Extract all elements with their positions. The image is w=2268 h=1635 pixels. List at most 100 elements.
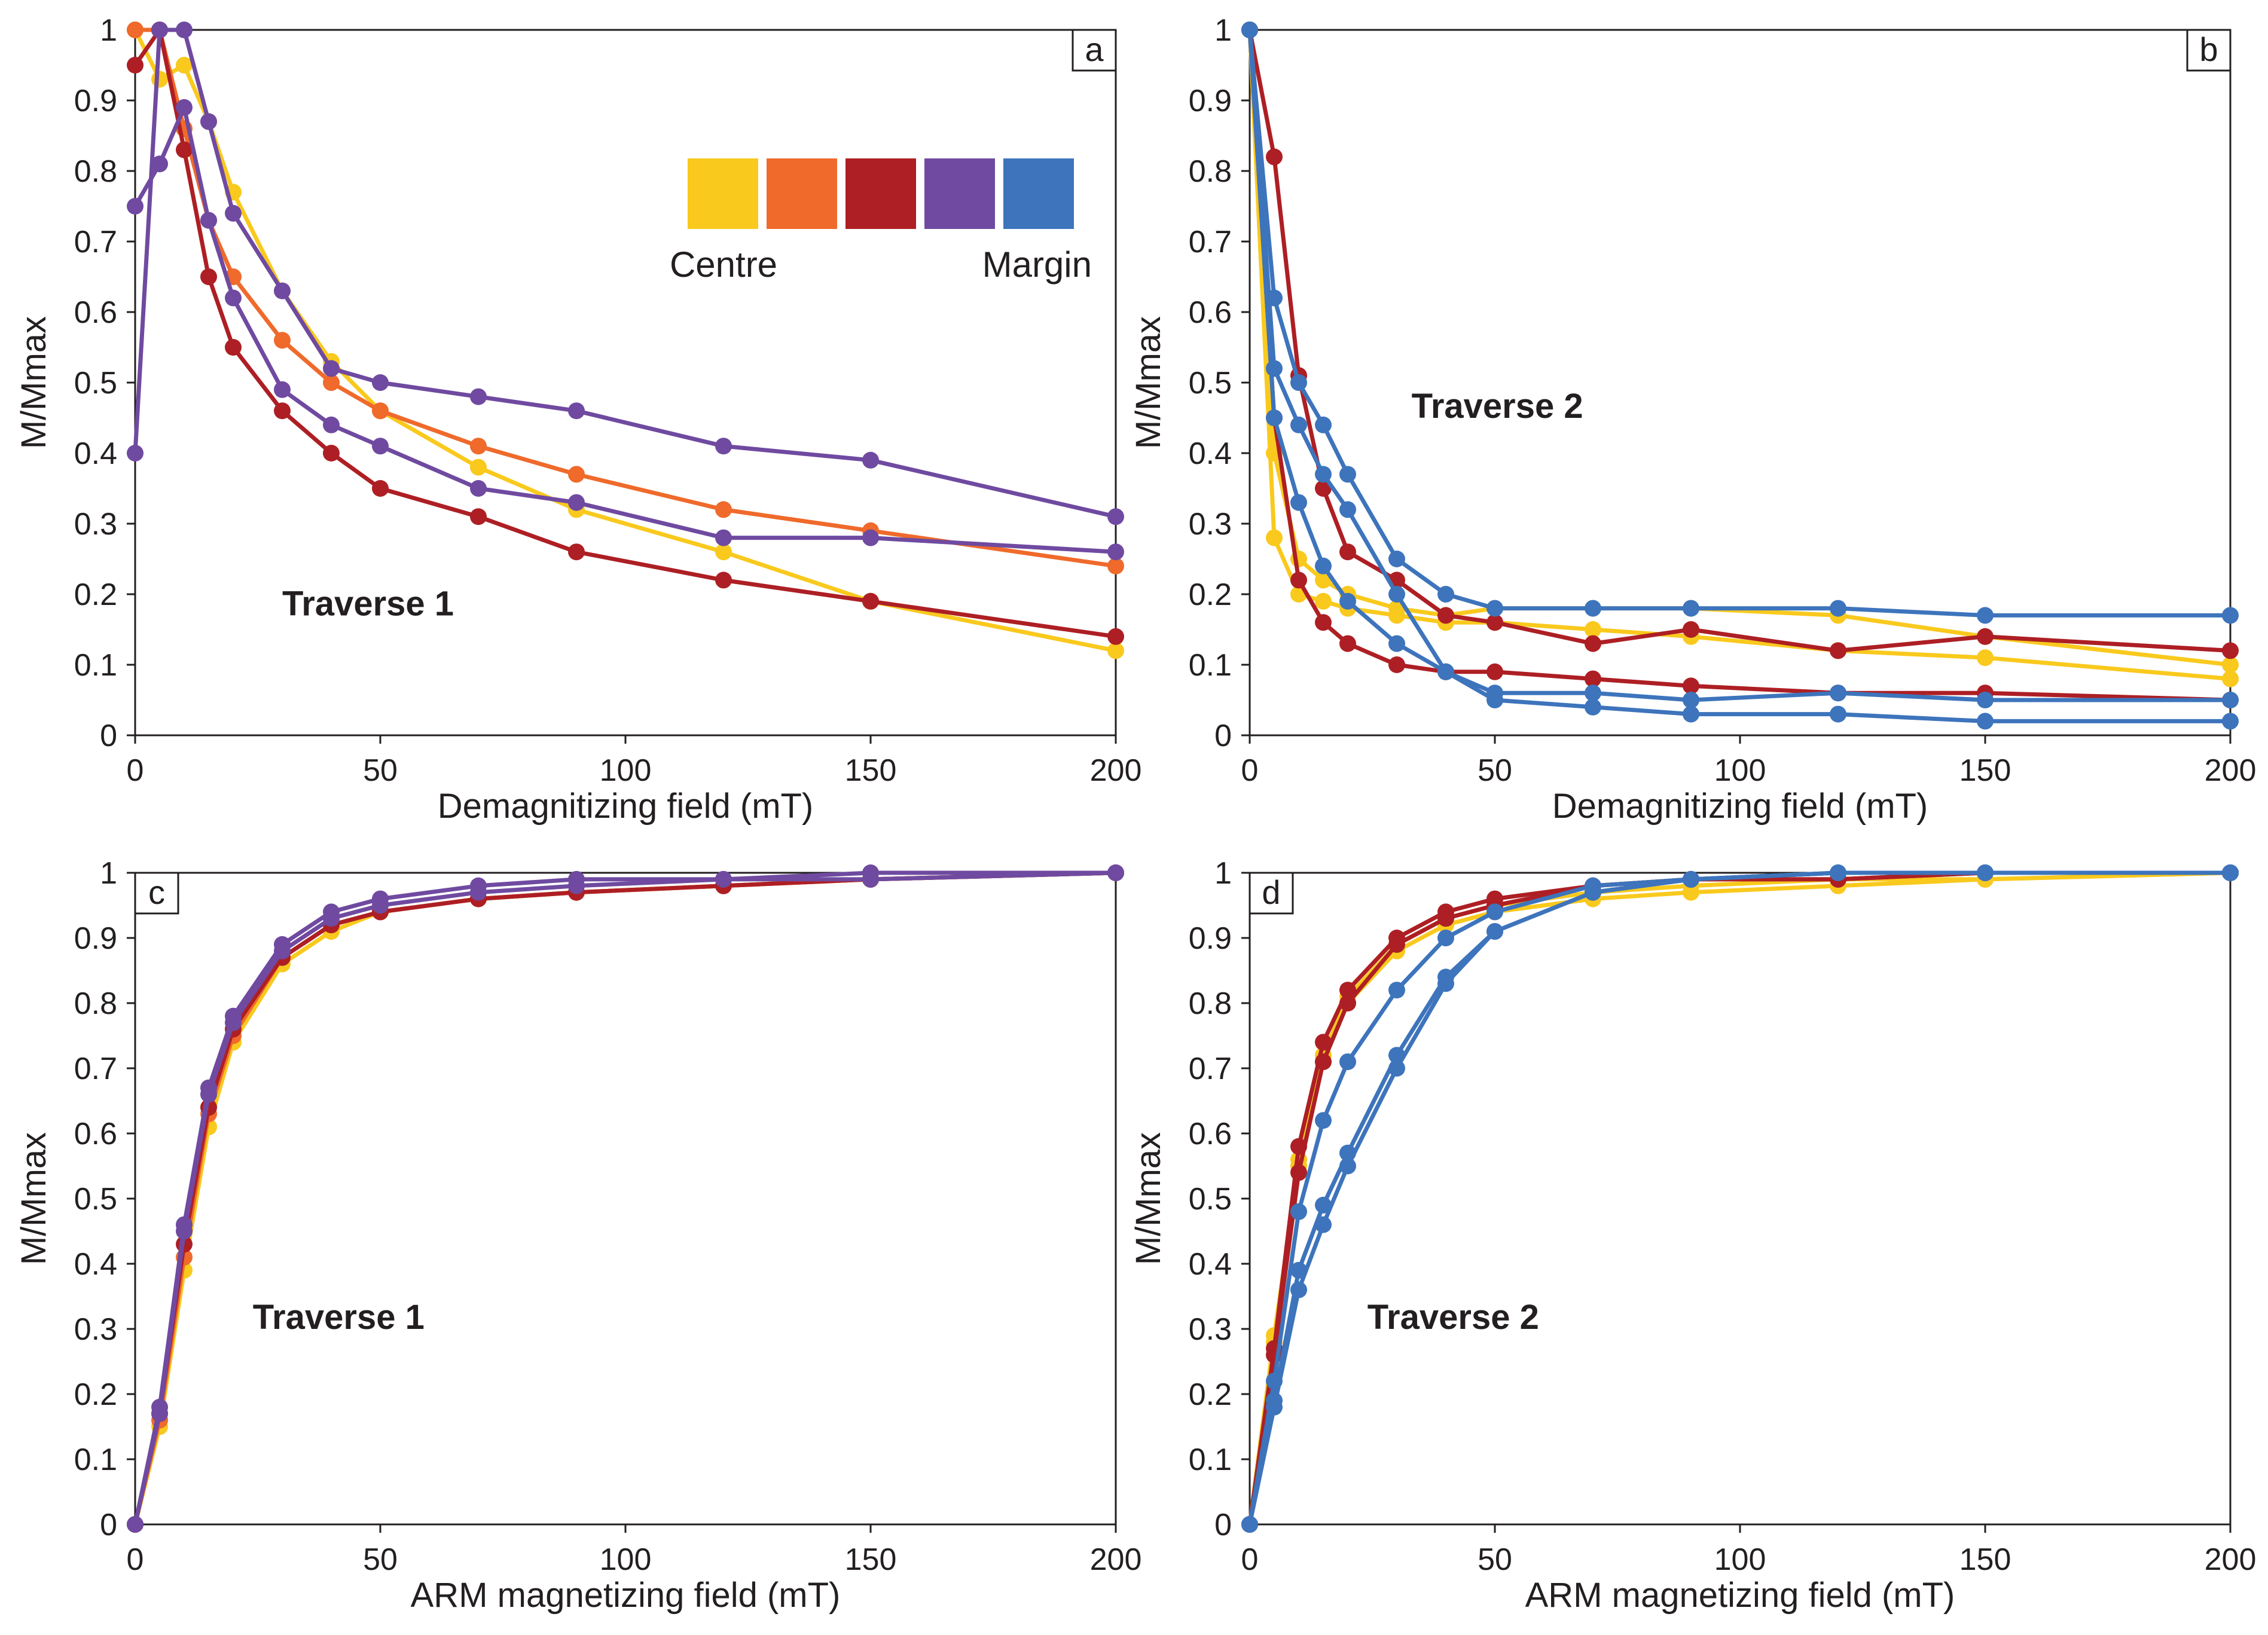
data-point xyxy=(470,459,487,476)
y-tick-label: 0 xyxy=(1214,719,1232,753)
y-tick-label: 0.8 xyxy=(1189,154,1232,189)
data-point xyxy=(1388,586,1405,603)
data-point xyxy=(372,480,389,497)
data-point xyxy=(1437,930,1454,946)
panel-letter: c xyxy=(148,873,165,911)
panel-letter: a xyxy=(1085,30,1104,68)
data-point xyxy=(176,1223,193,1240)
data-point xyxy=(1977,864,1994,881)
x-tick-label: 200 xyxy=(1090,1542,1142,1577)
traverse-annotation: Traverse 2 xyxy=(1367,1298,1539,1337)
data-point xyxy=(200,212,217,229)
legend-swatch-yellow xyxy=(688,158,758,229)
y-tick-label: 0.6 xyxy=(1189,295,1232,330)
data-point xyxy=(1315,592,1332,610)
x-tick-label: 150 xyxy=(1959,1542,2011,1577)
data-point xyxy=(1266,529,1283,546)
data-point xyxy=(2222,692,2239,708)
data-point xyxy=(323,374,340,391)
data-point xyxy=(1585,684,1601,702)
data-point xyxy=(1437,586,1454,603)
data-point xyxy=(1107,543,1124,561)
x-tick-label: 0 xyxy=(1241,1542,1259,1577)
y-tick-label: 0.7 xyxy=(74,225,117,259)
data-point xyxy=(1977,649,1994,667)
data-point xyxy=(2222,713,2239,730)
y-tick-label: 0.4 xyxy=(74,436,117,471)
data-point xyxy=(1107,508,1124,525)
data-point xyxy=(1683,621,1699,638)
y-axis-label: M/Mmax xyxy=(1129,1132,1168,1265)
data-point xyxy=(323,416,340,433)
data-point xyxy=(568,466,585,483)
x-axis-label: ARM magnetizing field (mT) xyxy=(411,1576,841,1615)
data-point xyxy=(1437,663,1454,680)
data-point xyxy=(1437,975,1454,992)
data-point xyxy=(274,942,291,959)
x-tick-label: 0 xyxy=(1241,753,1259,788)
x-tick-label: 200 xyxy=(1090,753,1142,788)
data-point xyxy=(1388,936,1405,953)
x-tick-label: 150 xyxy=(845,753,897,788)
x-tick-label: 100 xyxy=(1714,1542,1766,1577)
data-point xyxy=(862,451,879,469)
data-point xyxy=(1977,713,1994,730)
data-point xyxy=(1339,995,1356,1011)
data-point xyxy=(1486,663,1503,680)
panel-b: 0 0.1 0.2 0.3 0.4 0.5 0.6 0.7 0.8 0.9 1 0 50 100 150 20… xyxy=(1129,13,2256,826)
x-axis-label: ARM magnetizing field (mT) xyxy=(1525,1576,1955,1615)
data-point xyxy=(176,99,193,116)
data-point xyxy=(1977,607,1994,624)
panel-letter-box xyxy=(2186,29,2232,72)
data-point xyxy=(1683,600,1699,617)
series-orange-1 xyxy=(127,22,1124,574)
data-point xyxy=(1107,642,1124,659)
data-point xyxy=(225,289,242,307)
data-point xyxy=(715,529,732,546)
y-tick-label: 1 xyxy=(1214,13,1232,48)
panel-letter-box xyxy=(1249,872,1294,915)
legend-swatch-purple xyxy=(924,158,995,229)
data-point xyxy=(715,572,732,589)
data-point xyxy=(1585,884,1601,901)
data-point xyxy=(470,508,487,525)
data-point xyxy=(1585,670,1601,687)
panel-letter: d xyxy=(1262,873,1280,911)
data-point xyxy=(862,870,879,888)
data-point xyxy=(568,543,585,561)
y-tick-label: 0.9 xyxy=(74,84,117,118)
legend-swatch-darkred xyxy=(845,158,916,229)
y-tick-label: 0.7 xyxy=(1189,1052,1232,1086)
data-point xyxy=(1339,501,1356,518)
data-point xyxy=(1486,692,1503,708)
x-tick-label: 100 xyxy=(600,753,652,788)
series-darkred-1 xyxy=(127,22,1124,645)
y-tick-label: 0.8 xyxy=(1189,986,1232,1021)
data-point xyxy=(470,438,487,455)
data-point xyxy=(2222,642,2239,659)
y-tick-label: 0.9 xyxy=(1189,921,1232,956)
legend-swatch-blue xyxy=(1003,158,1074,229)
data-point xyxy=(1107,557,1124,574)
data-point xyxy=(176,22,193,38)
y-tick-label: 0.1 xyxy=(74,648,117,683)
x-tick-label: 150 xyxy=(845,1542,897,1577)
x-axis-label: Demagnitizing field (mT) xyxy=(1552,787,1928,826)
data-point xyxy=(1315,557,1332,574)
data-point xyxy=(1486,614,1503,631)
data-point xyxy=(176,141,193,158)
data-point xyxy=(1585,600,1601,617)
traverse-annotation: Traverse 1 xyxy=(253,1298,425,1337)
data-point xyxy=(151,22,168,38)
data-point xyxy=(1107,864,1124,881)
data-point xyxy=(1266,360,1283,377)
data-point xyxy=(127,198,144,215)
data-point xyxy=(1290,1203,1307,1220)
data-point xyxy=(715,501,732,518)
data-point xyxy=(1388,635,1405,652)
data-point xyxy=(1486,923,1503,940)
legend-centre-label: Centre xyxy=(670,245,777,285)
data-point xyxy=(1339,1053,1356,1071)
data-point xyxy=(1830,705,1846,723)
